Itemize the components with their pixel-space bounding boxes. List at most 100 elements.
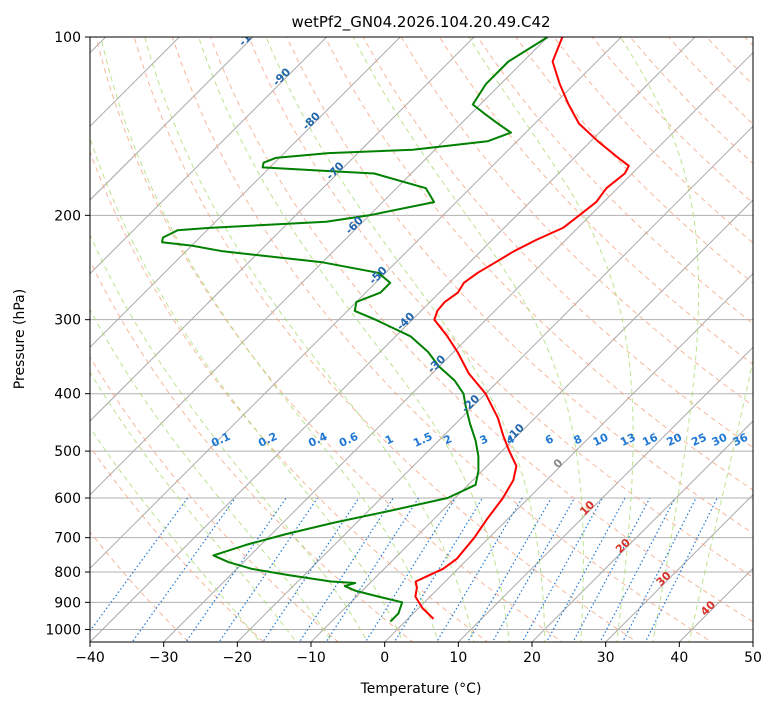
y-tick-label: 100 — [54, 30, 81, 46]
isotherm-50 — [752, 641, 753, 642]
temperature-trace — [414, 37, 630, 620]
isotherm--100 — [90, 37, 254, 201]
isotherm-label: -50 — [366, 264, 389, 287]
mixing-ratio-line — [262, 497, 360, 642]
moist-adiabat — [688, 358, 753, 642]
isotherm-label: -70 — [323, 159, 346, 182]
x-tick-label: 10 — [449, 650, 467, 666]
sounding-traces — [161, 37, 630, 623]
mixing-ratio-line — [131, 497, 236, 642]
dry-adiabat — [591, 37, 753, 204]
dry-adiabat — [90, 356, 339, 642]
moist-adiabat — [353, 37, 584, 642]
y-tick-label: 800 — [54, 565, 81, 581]
dry-adiabat — [90, 259, 414, 642]
x-tick-label: −20 — [223, 650, 253, 666]
dry-adiabat — [90, 445, 265, 642]
mixing-ratio-line — [218, 497, 318, 642]
moist-adiabat — [144, 37, 475, 642]
mixing-ratio-line — [621, 497, 697, 642]
isotherm-30 — [604, 493, 753, 642]
isotherm-40 — [678, 567, 753, 642]
moist-adiabat — [198, 37, 510, 642]
moist-adiabat — [90, 308, 333, 642]
dry-adiabat — [477, 37, 753, 325]
isotherm-label: -100 — [236, 20, 265, 49]
y-tick-label: 400 — [54, 387, 81, 403]
x-tick-label: 50 — [744, 650, 762, 666]
mixing-ratio-label: 30 — [710, 431, 730, 449]
x-tick-label: −10 — [296, 650, 326, 666]
dry-adiabat — [629, 37, 753, 165]
dry-adiabat — [90, 150, 489, 642]
isotherm--20 — [236, 125, 753, 642]
mixing-ratio-line — [545, 497, 626, 642]
axes: −40 −30 −20 −10 0 10 20 30 40 5010020030040050060… — [45, 30, 762, 666]
isotherm-label-red: 10 — [577, 498, 597, 518]
x-tick-label: −40 — [75, 650, 105, 666]
y-tick-label: 200 — [54, 208, 81, 224]
mixing-ratio-line — [491, 497, 576, 642]
isotherm--130 — [0, 10, 59, 654]
moist-adiabat — [90, 371, 297, 642]
moist-adiabat — [265, 37, 546, 642]
y-axis-label: Pressure (hPa) — [12, 289, 28, 389]
mixing-ratio-line — [644, 497, 718, 642]
y-tick-label: 700 — [54, 531, 81, 547]
mixing-ratio-label: 2 — [442, 432, 454, 447]
dry-adiabat — [171, 37, 713, 642]
mixing-ratio-line — [466, 497, 552, 642]
mixing-ratio-label: 25 — [689, 431, 708, 449]
moist-adiabat — [90, 136, 404, 642]
isotherm-label-red: 40 — [698, 598, 718, 618]
mixing-ratio-line — [572, 497, 651, 642]
isotherm-label: -20 — [459, 392, 482, 415]
mixing-ratio-label: 3 — [478, 432, 490, 447]
dry-adiabat — [362, 37, 753, 449]
isotherm--30 — [162, 51, 753, 642]
isotherm--10 — [310, 199, 753, 642]
x-tick-label: −30 — [149, 650, 179, 666]
x-axis-label: Temperature (°C) — [360, 681, 482, 697]
dry-adiabat — [286, 37, 753, 534]
dewpoint-trace — [161, 37, 549, 623]
y-tick-label: 900 — [54, 595, 81, 611]
mixing-ratio-line — [364, 497, 456, 642]
mixing-ratio-line — [90, 497, 189, 632]
moist-adiabat — [468, 37, 634, 642]
isotherm-label: -80 — [300, 109, 323, 132]
x-tick-label: 0 — [380, 650, 389, 666]
mixing-ratio-line — [393, 497, 484, 642]
isotherm--70 — [90, 37, 475, 422]
mixing-ratio-label: 36 — [731, 431, 751, 449]
mixing-ratio-label: 1 — [383, 432, 395, 447]
dry-adiabat — [667, 37, 753, 125]
mixing-ratio-line — [185, 497, 287, 642]
mixing-ratio-label: 10 — [591, 431, 611, 449]
x-tick-label: 30 — [597, 650, 615, 666]
isotherm--110 — [90, 37, 181, 128]
moist-adiabat — [100, 37, 440, 642]
mixing-ratio-label: 0.4 — [306, 430, 329, 450]
dry-adiabat — [133, 37, 638, 642]
dry-adiabat — [209, 37, 753, 623]
isotherm--60 — [90, 37, 549, 496]
isotherm-20 — [531, 420, 753, 642]
mixing-ratio-label: 0.6 — [337, 430, 360, 450]
mixing-ratio-line — [521, 497, 603, 642]
isotherm-label: -90 — [270, 65, 293, 88]
mixing-ratio-line — [599, 497, 676, 642]
mixing-ratio-label: 20 — [665, 431, 685, 449]
x-tick-label: 40 — [670, 650, 688, 666]
dry-adiabat — [95, 37, 564, 642]
isotherm--80 — [90, 37, 402, 349]
dry-adiabat — [248, 37, 753, 578]
dry-adiabat — [744, 37, 753, 47]
mixing-ratio-label: 0.1 — [209, 430, 232, 450]
dry-adiabat — [515, 37, 753, 284]
dry-adiabat — [400, 37, 753, 407]
mixing-ratio-label: 1.5 — [411, 430, 434, 450]
isotherm--90 — [90, 37, 328, 275]
